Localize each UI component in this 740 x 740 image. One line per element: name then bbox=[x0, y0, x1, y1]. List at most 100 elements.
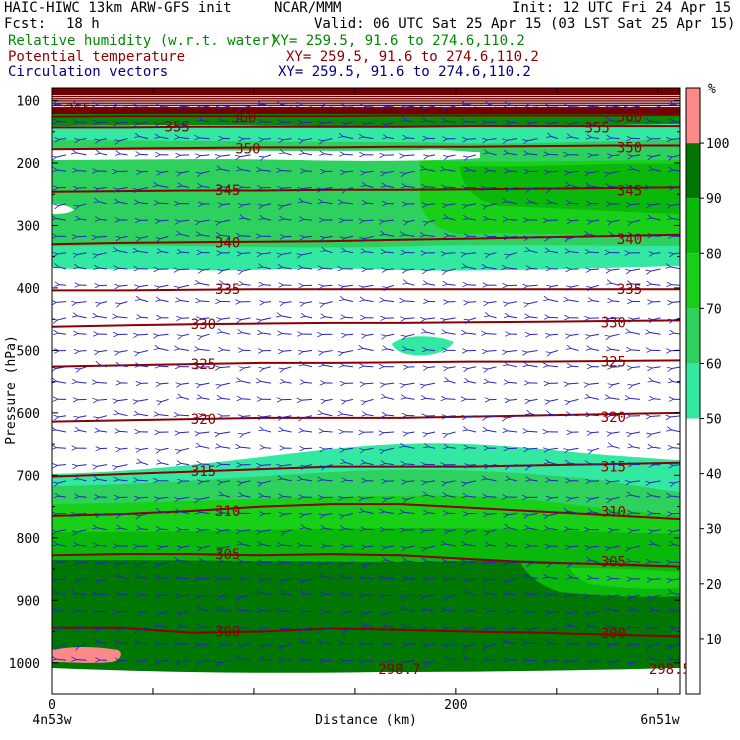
circulation-vector bbox=[241, 170, 251, 172]
y-axis-title: Pressure (hPa) bbox=[4, 335, 19, 445]
circulation-vector bbox=[405, 464, 415, 465]
circulation-vector bbox=[385, 106, 395, 107]
circulation-vector bbox=[385, 252, 395, 253]
circulation-vector bbox=[529, 399, 538, 400]
circulation-vector bbox=[508, 528, 518, 531]
circulation-vector bbox=[97, 464, 108, 467]
circulation-vector bbox=[201, 106, 210, 107]
circulation-vector bbox=[591, 496, 600, 499]
circulation-vector bbox=[448, 447, 456, 448]
circulation-vector bbox=[571, 578, 579, 579]
circulation-vector bbox=[384, 447, 395, 450]
circulation-vector bbox=[138, 187, 149, 190]
y-tick-label: 1000 bbox=[9, 657, 40, 672]
circulation-vector bbox=[59, 285, 67, 286]
circulation-vector bbox=[631, 495, 641, 498]
circulation-vector bbox=[181, 106, 190, 107]
theta-field-label: Potential temperature bbox=[8, 49, 186, 65]
circulation-vector bbox=[97, 105, 108, 106]
circulation-vector bbox=[138, 414, 149, 417]
circulation-vector bbox=[629, 105, 641, 108]
circulation-vector bbox=[139, 350, 149, 353]
circulation-vector bbox=[222, 204, 231, 205]
circulation-vector bbox=[527, 577, 538, 580]
circulation-vector bbox=[322, 187, 333, 190]
circulation-vector bbox=[631, 219, 641, 222]
circulation-vector bbox=[220, 513, 231, 514]
circulation-vector bbox=[261, 170, 272, 171]
circulation-vector bbox=[139, 497, 149, 498]
circulation-vector bbox=[385, 546, 395, 547]
circulation-vector bbox=[220, 155, 231, 156]
circulation-vector bbox=[345, 251, 354, 254]
circulation-vector bbox=[158, 203, 169, 204]
circulation-vector bbox=[592, 447, 600, 450]
x-axis-title: Distance (km) bbox=[315, 713, 417, 728]
circulation-vector bbox=[264, 448, 272, 449]
circulation-vector bbox=[609, 545, 620, 548]
circulation-vector bbox=[181, 610, 190, 613]
circulation-vector bbox=[96, 236, 108, 237]
circulation-vector bbox=[426, 332, 436, 335]
circulation-vector bbox=[591, 284, 600, 287]
circulation-vector bbox=[240, 594, 251, 597]
circulation-vector bbox=[467, 496, 477, 497]
theta-contour-335 bbox=[52, 288, 680, 292]
circulation-vector bbox=[138, 334, 149, 335]
circulation-vector bbox=[220, 530, 231, 531]
circulation-vector bbox=[220, 235, 231, 236]
circulation-vector bbox=[590, 121, 600, 124]
circulation-vector bbox=[670, 267, 680, 270]
circulation-vector bbox=[632, 530, 641, 531]
circulation-vector bbox=[611, 349, 620, 350]
circulation-vector bbox=[652, 381, 661, 384]
colorbar-swatch bbox=[686, 253, 700, 309]
circulation-vector bbox=[385, 397, 395, 400]
circulation-vector bbox=[510, 479, 518, 482]
circulation-vector bbox=[78, 267, 87, 270]
circulation-vector bbox=[345, 611, 354, 612]
circulation-vector bbox=[220, 447, 231, 449]
circulation-vector bbox=[181, 252, 190, 253]
circulation-vector bbox=[344, 235, 354, 238]
circulation-vector bbox=[469, 170, 477, 171]
circulation-vector bbox=[385, 170, 395, 173]
circulation-vector bbox=[405, 398, 415, 400]
circulation-vector bbox=[611, 219, 620, 222]
circulation-vector bbox=[424, 594, 436, 597]
circulation-vector bbox=[612, 512, 620, 513]
circulation-vector bbox=[346, 334, 354, 335]
circulation-vector bbox=[406, 481, 415, 482]
circulation-vector bbox=[633, 610, 641, 612]
circulation-vector bbox=[407, 283, 415, 286]
circulation-vector bbox=[363, 366, 374, 367]
circulation-vector bbox=[120, 513, 128, 516]
circulation-vector bbox=[56, 302, 67, 303]
circulation-vector bbox=[466, 480, 477, 483]
circulation-vector bbox=[489, 104, 497, 107]
circulation-vector bbox=[631, 284, 641, 286]
circulation-vector bbox=[260, 593, 272, 596]
circulation-vector bbox=[182, 333, 190, 336]
circulation-vector bbox=[119, 285, 128, 286]
circulation-vector bbox=[588, 383, 600, 384]
circulation-vector bbox=[159, 578, 169, 579]
circulation-vector bbox=[323, 643, 333, 644]
circulation-vector bbox=[99, 138, 108, 141]
circulation-vector bbox=[448, 236, 456, 237]
circulation-vector bbox=[345, 462, 354, 466]
circulation-vector bbox=[346, 480, 354, 481]
circulation-vector bbox=[610, 627, 620, 628]
circulation-vector bbox=[263, 430, 272, 433]
circulation-vector bbox=[141, 611, 149, 612]
circulation-vector bbox=[77, 465, 87, 466]
circulation-vector bbox=[632, 659, 641, 663]
circulation-vector bbox=[160, 511, 169, 514]
circulation-vector bbox=[487, 351, 497, 352]
circulation-vector bbox=[366, 334, 374, 335]
circulation-vector bbox=[262, 333, 272, 334]
circulation-vector bbox=[425, 398, 436, 399]
circulation-vector bbox=[120, 301, 128, 304]
circulation-vector bbox=[242, 268, 251, 271]
circulation-vector bbox=[139, 577, 149, 580]
